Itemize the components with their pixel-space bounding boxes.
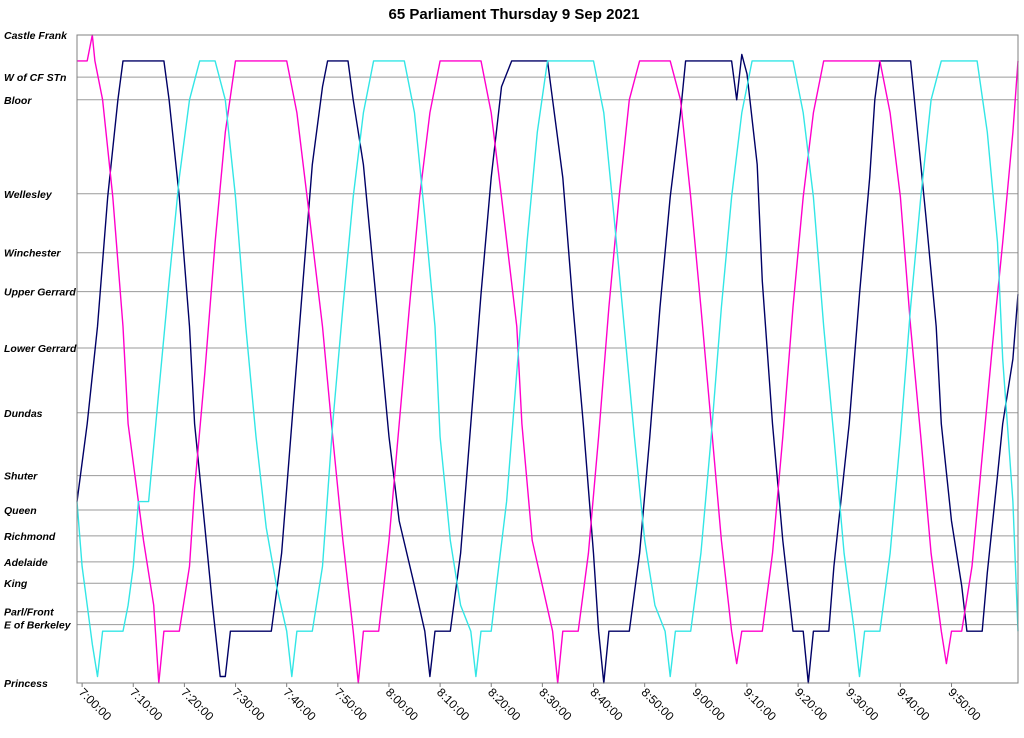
stop-label: Upper Gerrard: [4, 287, 76, 299]
x-tick-label: 7:20:00: [178, 685, 216, 723]
stop-labels: Castle Frank W of CF STn Bloor Wellesley Win…: [3, 30, 77, 690]
x-tick-label: 7:00:00: [76, 685, 114, 723]
x-tick-label: 7:40:00: [281, 685, 319, 723]
x-tick-label: 8:50:00: [639, 685, 677, 723]
x-tick-label: 7:50:00: [332, 685, 370, 723]
stop-label: Castle Frank: [4, 30, 68, 42]
x-tick-label: 9:50:00: [945, 685, 983, 723]
x-tick-label: 8:10:00: [434, 685, 472, 723]
stop-label: Bloor: [4, 95, 32, 107]
x-tick-label: 9:10:00: [741, 685, 779, 723]
stop-label: E of Berkeley: [4, 620, 72, 632]
stop-label: Winchester: [4, 248, 61, 260]
x-tick-label: 8:40:00: [587, 685, 625, 723]
stop-label: Shuter: [4, 471, 38, 483]
x-tick-label: 9:30:00: [843, 685, 881, 723]
stop-label: King: [4, 578, 28, 590]
x-tick-label: 9:40:00: [894, 685, 932, 723]
series-lines: [76, 34, 1019, 684]
stop-label: Princess: [4, 678, 48, 690]
x-tick-label: 9:00:00: [690, 685, 728, 723]
series-line-1: [76, 53, 1019, 684]
series-line-3: [76, 60, 1019, 678]
stop-label: Wellesley: [4, 189, 53, 201]
stop-label: Richmond: [4, 531, 56, 543]
series-line-2: [77, 34, 1019, 684]
stop-label: Queen: [4, 505, 37, 517]
stop-label: Lower Gerrard: [4, 343, 77, 355]
stop-label: Adelaide: [3, 557, 48, 569]
x-tick-label: 7:10:00: [127, 685, 165, 723]
x-tick-label: 9:20:00: [792, 685, 830, 723]
x-tick-label: 8:00:00: [383, 685, 421, 723]
stop-label: Parl/Front: [4, 607, 54, 619]
stop-label: Dundas: [4, 408, 43, 420]
x-tick-labels: 7:00:00 7:10:00 7:20:00 7:30:00 7:40:00 7:50:…: [76, 683, 984, 724]
plot-frame: [76, 34, 1019, 684]
x-tick-label: 8:30:00: [536, 685, 574, 723]
x-tick-label: 7:30:00: [229, 685, 267, 723]
chart-title: 65 Parliament Thursday 9 Sep 2021: [389, 6, 640, 23]
grid-lines: [77, 34, 1018, 684]
x-tick-label: 8:20:00: [485, 685, 523, 723]
stop-label: W of CF STn: [4, 72, 66, 84]
